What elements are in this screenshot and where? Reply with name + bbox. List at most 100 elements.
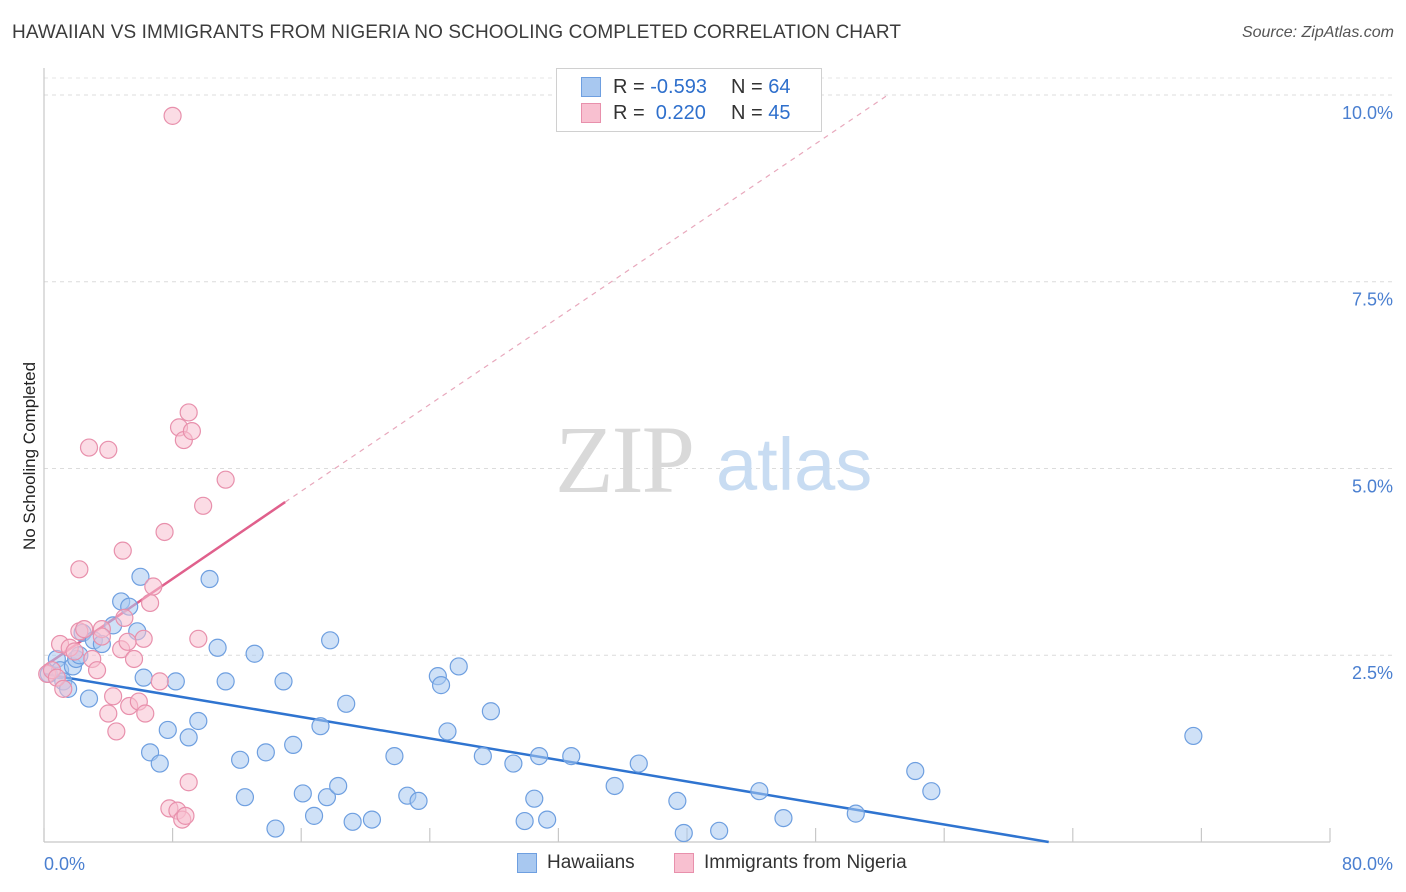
data-point xyxy=(293,784,312,803)
y-tick-label: 5.0% xyxy=(1352,476,1393,496)
data-point xyxy=(515,811,534,831)
data-point xyxy=(449,657,468,676)
data-point xyxy=(176,806,195,825)
data-point xyxy=(79,438,99,457)
y-tick-label: 2.5% xyxy=(1352,663,1393,683)
data-point xyxy=(343,812,362,831)
data-point xyxy=(113,541,132,560)
data-point xyxy=(118,632,137,651)
data-point xyxy=(179,403,198,422)
data-point xyxy=(562,746,581,766)
r-value: -0.593 xyxy=(650,75,707,98)
data-point xyxy=(155,522,174,542)
data-point xyxy=(629,754,648,773)
data-point xyxy=(75,619,94,639)
data-point xyxy=(136,704,155,723)
legend-item-nigeria[interactable]: Immigrants from Nigeria xyxy=(674,852,907,874)
legend-item-hawaiians[interactable]: Hawaiians xyxy=(517,852,635,874)
data-point xyxy=(668,791,687,811)
data-point xyxy=(140,593,160,613)
data-point xyxy=(362,810,382,829)
data-point xyxy=(317,788,337,807)
data-point xyxy=(216,672,235,691)
data-point xyxy=(304,806,324,825)
data-point xyxy=(284,735,303,754)
data-point xyxy=(107,722,126,741)
data-point xyxy=(144,577,163,596)
data-point xyxy=(150,754,169,773)
y-tick-label: 7.5% xyxy=(1352,290,1393,310)
trend-lines xyxy=(43,94,1049,844)
legend-swatch-pink xyxy=(581,103,601,123)
data-point xyxy=(92,627,111,646)
data-point xyxy=(134,629,153,648)
x-tick-label: 0.0% xyxy=(44,854,85,874)
r-label: R = xyxy=(613,75,645,98)
legend-swatch-blue xyxy=(517,853,537,873)
n-label: N = xyxy=(731,75,763,98)
data-point xyxy=(131,567,150,586)
n-value: 45 xyxy=(768,101,791,124)
data-point xyxy=(70,560,89,579)
watermark-atlas: atlas xyxy=(716,423,872,506)
data-point xyxy=(674,823,693,843)
data-point xyxy=(189,711,208,731)
data-point xyxy=(409,791,428,811)
data-point xyxy=(194,496,213,515)
stats-legend: R = -0.593 N = 64 R = 0.220 N = 45 xyxy=(556,68,822,132)
data-point xyxy=(750,782,769,801)
data-point xyxy=(431,676,451,695)
data-point xyxy=(774,808,793,828)
watermark: ZIP atlas xyxy=(555,406,872,513)
legend-swatch-blue xyxy=(581,77,601,97)
r-value: 0.220 xyxy=(650,101,706,124)
data-point xyxy=(99,704,118,723)
data-points xyxy=(38,106,1203,843)
legend-label: Immigrants from Nigeria xyxy=(704,852,907,873)
data-point xyxy=(438,722,457,741)
tick-labels: 2.5% 5.0% 7.5% 10.0% 0.0% 80.0% xyxy=(44,103,1393,874)
y-axis-label: No Schooling Completed xyxy=(20,361,39,551)
data-point xyxy=(208,638,227,657)
data-point xyxy=(65,642,84,661)
data-point xyxy=(134,668,153,687)
data-point xyxy=(504,754,523,773)
data-point xyxy=(158,720,177,740)
data-point xyxy=(525,789,544,808)
data-point xyxy=(179,773,198,792)
data-point xyxy=(231,750,250,769)
data-point xyxy=(906,761,925,781)
x-tick-label: 80.0% xyxy=(1342,854,1393,874)
data-point xyxy=(256,743,275,762)
chart-title: HAWAIIAN VS IMMIGRANTS FROM NIGERIA NO S… xyxy=(12,22,902,43)
data-point xyxy=(538,810,557,829)
data-point xyxy=(87,661,107,680)
data-point xyxy=(163,106,182,125)
data-point xyxy=(922,782,941,801)
stats-legend-row-hawaiians: R = -0.593 N = 64 xyxy=(581,74,791,100)
data-point xyxy=(846,804,865,823)
data-point xyxy=(179,728,198,747)
data-point xyxy=(182,422,201,441)
r-label: R = xyxy=(613,101,645,124)
stats-legend-row-nigeria: R = 0.220 N = 45 xyxy=(581,100,791,126)
data-point xyxy=(166,672,185,691)
trend-extension xyxy=(284,94,889,503)
watermark-zip: ZIP xyxy=(555,406,693,513)
data-point xyxy=(311,717,330,736)
n-label: N = xyxy=(731,101,763,124)
data-point xyxy=(79,689,99,708)
series-legend: Hawaiians Immigrants from Nigeria xyxy=(0,852,1406,878)
data-point xyxy=(99,440,118,459)
data-point xyxy=(329,776,348,796)
data-point xyxy=(245,644,264,663)
data-point xyxy=(115,608,134,627)
source-credit: Source: ZipAtlas.com xyxy=(1241,24,1394,41)
legend-label: Hawaiians xyxy=(547,852,635,873)
data-point xyxy=(337,694,356,713)
data-point xyxy=(150,672,169,691)
data-point xyxy=(216,470,235,489)
data-point xyxy=(189,629,208,648)
data-point xyxy=(200,569,219,589)
